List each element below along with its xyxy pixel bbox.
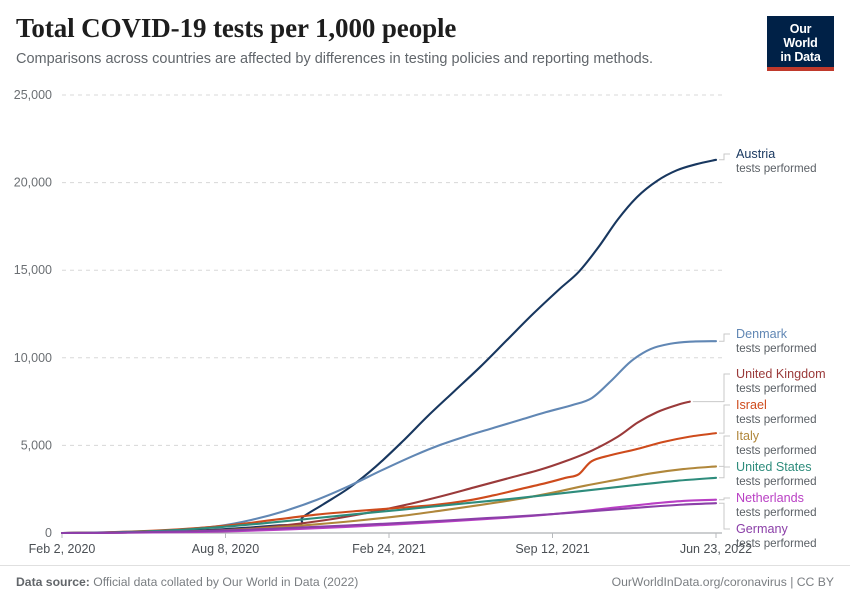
x-axis-tick-labels: Feb 2, 2020 Aug 8, 2020 Feb 24, 2021 Sep 12…: [29, 542, 753, 556]
y-tick-label: 25,000: [14, 88, 52, 102]
series-sublabel: tests performed: [736, 444, 817, 457]
y-axis-tick-labels: 0 5,000 10,000 15,000 20,000 25,000: [14, 88, 52, 540]
page-title: Total COVID-19 tests per 1,000 people: [16, 13, 457, 43]
series-sublabel: tests performed: [736, 413, 817, 426]
x-tick-label: Feb 2, 2020: [29, 542, 96, 556]
series-label-austria[interactable]: Austria: [736, 147, 775, 161]
chart-header: Total COVID-19 tests per 1,000 people Co…: [16, 12, 756, 69]
series-label-italy[interactable]: Italy: [736, 429, 760, 443]
label-connector: [692, 373, 730, 403]
x-tick-label: Aug 8, 2020: [192, 542, 259, 556]
chart-subtitle: Comparisons across countries are affecte…: [16, 51, 654, 67]
series-line-germany: [60, 502, 718, 535]
label-connector: [719, 333, 730, 342]
series-label-netherlands[interactable]: Netherlands: [736, 491, 804, 505]
logo-line-1: Our World: [783, 22, 818, 50]
series-label-israel[interactable]: Israel: [736, 398, 767, 412]
series-label-denmark[interactable]: Denmark: [736, 327, 788, 341]
series-sublabel: tests performed: [736, 475, 817, 488]
line-chart-svg: 0 5,000 10,000 15,000 20,000 25,000 Feb 2, 20…: [14, 88, 826, 556]
y-tick-label: 10,000: [14, 351, 52, 365]
y-tick-label: 15,000: [14, 263, 52, 277]
y-tick-label: 20,000: [14, 176, 52, 190]
series-line-united-states: [60, 476, 718, 535]
series-sublabel: tests performed: [736, 537, 817, 550]
series-sublabel: tests performed: [736, 506, 817, 519]
label-connector: [719, 404, 730, 434]
y-tick-label: 5,000: [21, 438, 52, 452]
logo-line-2: in Data: [780, 50, 821, 64]
our-world-in-data-logo[interactable]: Our World in Data: [767, 16, 834, 71]
label-connector: [719, 435, 730, 467]
attribution-link[interactable]: OurWorldInData.org/coronavirus | CC BY: [611, 575, 834, 589]
series-sublabel: tests performed: [736, 382, 817, 395]
label-connector: [719, 466, 730, 479]
series-label-germany[interactable]: Germany: [736, 522, 788, 536]
chart-plot-area: 0 5,000 10,000 15,000 20,000 25,000 Feb 2, 20…: [0, 80, 850, 560]
series-line-austria: [60, 158, 718, 535]
chart-footer: Data source: Official data collated by O…: [0, 565, 850, 600]
series-label-united-kingdom[interactable]: United Kingdom: [736, 367, 826, 381]
data-source-text: Data source: Official data collated by O…: [16, 575, 358, 589]
label-connector: [719, 497, 730, 501]
data-source-label: Data source:: [16, 575, 90, 589]
x-tick-label: Jun 23, 2022: [680, 542, 752, 556]
gridlines: [62, 94, 722, 446]
y-tick-label: 0: [45, 526, 52, 540]
data-series-lines: [60, 158, 718, 535]
label-connector: [719, 153, 730, 161]
data-source-value: Official data collated by Our World in D…: [89, 575, 359, 589]
series-label-united-states[interactable]: United States: [736, 460, 812, 474]
x-tick-label: Feb 24, 2021: [352, 542, 426, 556]
series-sublabel: tests performed: [736, 162, 817, 175]
series-sublabel: tests performed: [736, 342, 817, 355]
x-tick-label: Sep 12, 2021: [515, 542, 589, 556]
series-label-connectors: [692, 153, 730, 530]
x-axis: [61, 532, 722, 538]
label-connector: [719, 502, 730, 530]
